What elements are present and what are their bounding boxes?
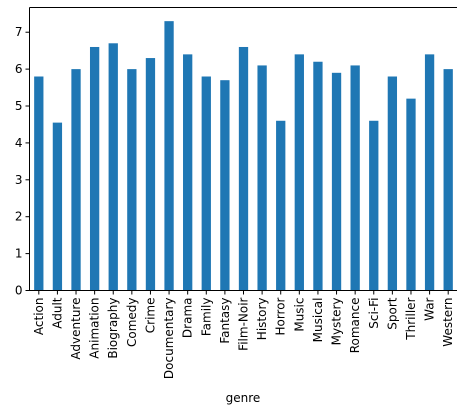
bar-film-noir bbox=[238, 46, 249, 291]
x-tick-label: Fantasy bbox=[218, 298, 232, 344]
y-tick-label: 5 bbox=[15, 99, 23, 113]
x-tick-label: Comedy bbox=[125, 298, 139, 348]
y-axis: 0 1 2 3 4 5 6 7 bbox=[15, 25, 30, 298]
bar-sci-fi bbox=[369, 120, 379, 291]
bar-musical bbox=[313, 61, 323, 291]
x-tick-label: Mystery bbox=[330, 298, 344, 346]
bar-action bbox=[34, 76, 44, 291]
x-tick-label: Adult bbox=[50, 297, 64, 329]
bar-fantasy bbox=[220, 80, 230, 291]
x-tick-label: Sport bbox=[385, 297, 399, 330]
x-tick-label: Horror bbox=[274, 297, 288, 335]
x-tick-label: Action bbox=[32, 298, 46, 336]
x-tick-label: Animation bbox=[88, 298, 102, 359]
y-tick-label: 7 bbox=[15, 25, 23, 39]
y-tick-label: 3 bbox=[15, 173, 23, 187]
bar-biography bbox=[108, 43, 118, 291]
x-tick-label: Family bbox=[199, 298, 213, 337]
y-tick-label: 2 bbox=[15, 210, 23, 224]
x-tick-label: Adventure bbox=[69, 298, 83, 360]
x-axis-label: genre bbox=[226, 391, 261, 405]
bar-comedy bbox=[127, 69, 137, 291]
bar-mystery bbox=[331, 72, 342, 291]
bar-adult bbox=[52, 122, 63, 291]
y-tick-label: 1 bbox=[15, 247, 23, 261]
bar-music bbox=[294, 54, 304, 291]
bar-sport bbox=[387, 76, 398, 291]
bar-war bbox=[424, 54, 435, 291]
x-tick-label: Documentary bbox=[162, 298, 176, 380]
x-tick-label: Musical bbox=[311, 298, 325, 343]
bar-crime bbox=[145, 58, 156, 291]
x-tick-label: Thriller bbox=[404, 297, 418, 340]
bar-animation bbox=[89, 46, 100, 291]
bar-drama bbox=[183, 54, 193, 291]
x-tick-label: Western bbox=[441, 298, 455, 347]
x-tick-label: Sci-Fi bbox=[367, 298, 381, 329]
x-tick-label: Crime bbox=[143, 298, 157, 334]
x-tick-label: Music bbox=[292, 298, 306, 332]
y-tick-label: 4 bbox=[15, 136, 23, 150]
y-tick-label: 6 bbox=[15, 62, 23, 76]
bars-group bbox=[34, 21, 453, 291]
bar-history bbox=[257, 65, 267, 291]
x-tick-label: War bbox=[423, 297, 437, 320]
x-tick-label: Drama bbox=[181, 298, 195, 339]
x-tick-label: Film-Noir bbox=[237, 297, 251, 350]
x-tick-label: History bbox=[255, 298, 269, 341]
bar-adventure bbox=[71, 69, 81, 291]
bar-horror bbox=[276, 120, 286, 291]
x-tick-label: Romance bbox=[348, 298, 362, 354]
bar-romance bbox=[350, 65, 360, 291]
y-tick-label: 0 bbox=[15, 284, 23, 298]
bar-documentary bbox=[164, 21, 174, 291]
bar-family bbox=[201, 76, 211, 291]
x-axis: Action Adult Adventure Animation Biography Co… bbox=[32, 290, 455, 380]
bar-western bbox=[443, 69, 453, 291]
x-tick-label: Biography bbox=[106, 298, 120, 359]
bar-thriller bbox=[406, 98, 416, 291]
